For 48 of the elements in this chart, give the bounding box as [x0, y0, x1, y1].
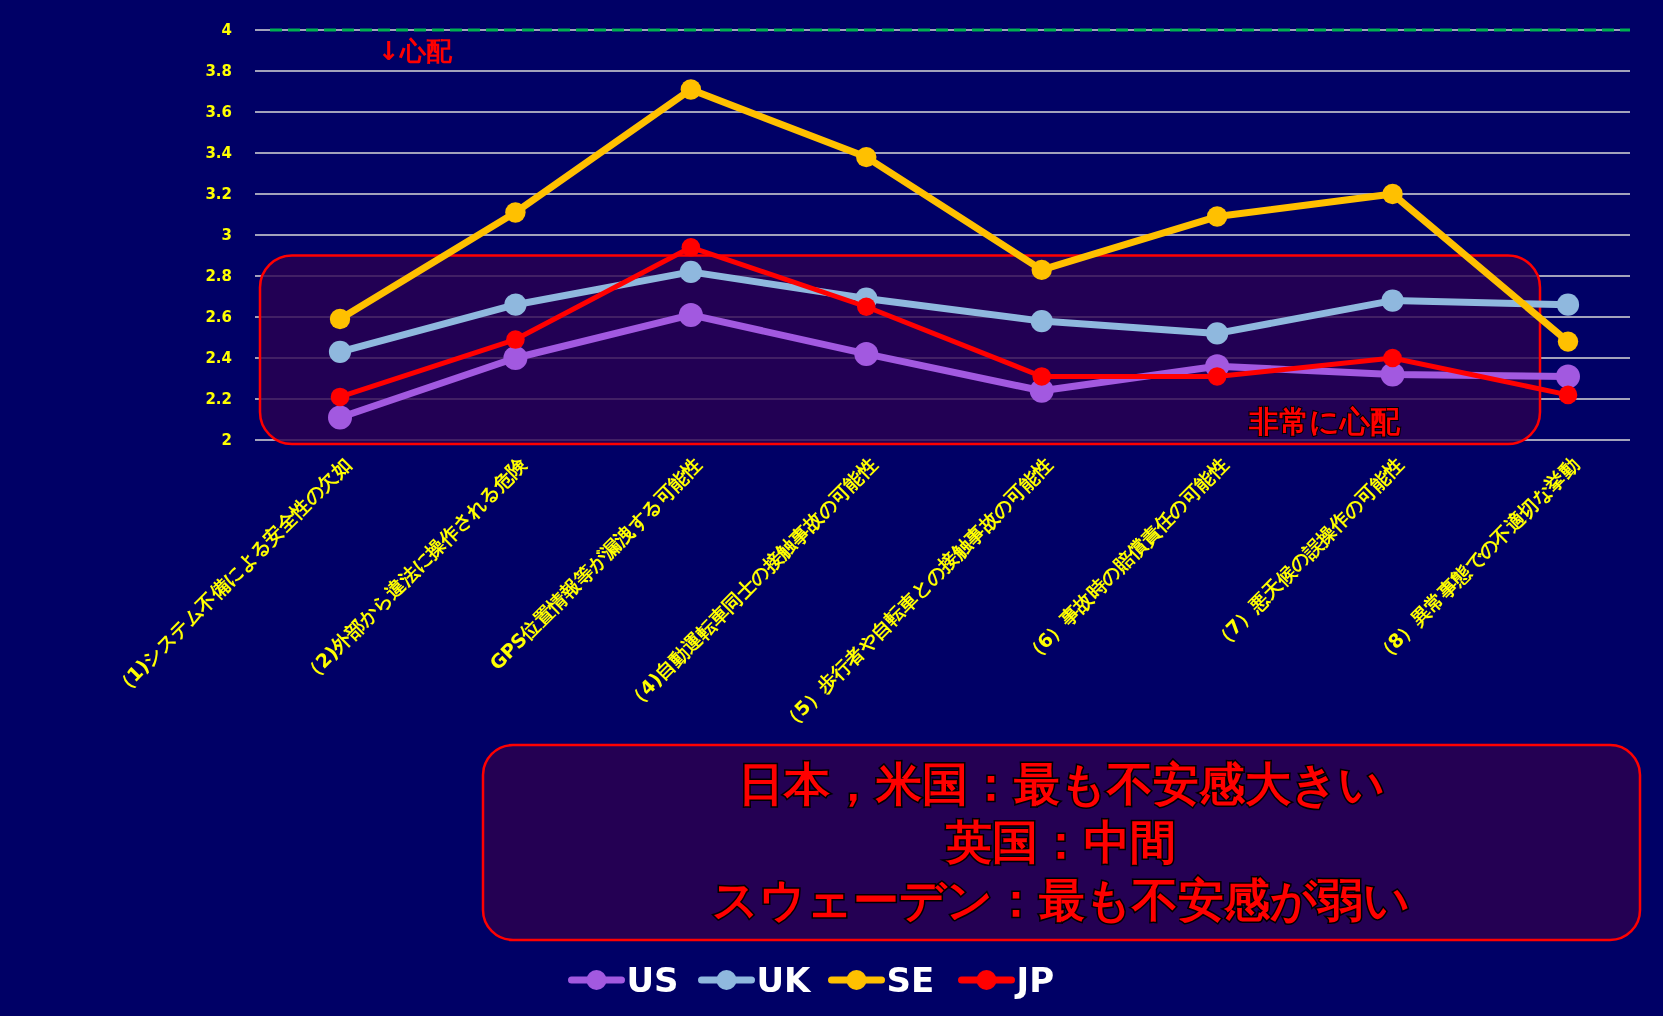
point [856, 146, 877, 168]
text: 英国：中間 [945, 815, 1176, 869]
annotation: ↓心配 [378, 35, 453, 66]
point [1556, 293, 1580, 316]
point [503, 346, 528, 370]
point [856, 297, 876, 317]
text: スウェーデン：最も不安感が弱い [712, 873, 1410, 927]
y-tick-label: 2.8 [205, 267, 232, 286]
point [1557, 331, 1579, 352]
point [1030, 310, 1053, 333]
legend-label: UK [756, 959, 813, 1000]
legend-label: SE [886, 959, 935, 1000]
point [1382, 183, 1403, 205]
point [1381, 289, 1404, 312]
point [681, 238, 701, 257]
y-tick-label: 2.4 [205, 349, 232, 368]
y-tick-label: 3.4 [205, 144, 232, 163]
y-tick-label: 3.8 [205, 62, 232, 81]
point [328, 340, 352, 363]
point [505, 202, 526, 223]
text: 日本，米国：最も不安感大きい [737, 757, 1385, 811]
point [680, 79, 702, 100]
point [678, 302, 703, 327]
band-label: 非常に心配 [1248, 404, 1402, 439]
point [1558, 385, 1578, 405]
point [1556, 364, 1580, 389]
point [330, 387, 350, 407]
y-tick-label: 4 [221, 21, 232, 40]
y-tick-label: 2.6 [205, 308, 232, 327]
y-tick-label: 2.2 [205, 390, 232, 409]
point [328, 405, 352, 430]
point [854, 341, 879, 366]
point [1206, 322, 1229, 345]
point [1206, 206, 1228, 227]
point [1032, 367, 1052, 386]
legend-label: US [626, 959, 679, 1000]
point [1031, 259, 1052, 281]
point [506, 330, 525, 349]
y-tick-label: 3.6 [205, 103, 232, 122]
y-tick-label: 2 [221, 431, 232, 450]
point [1383, 348, 1402, 368]
point [679, 260, 702, 283]
legend-label: JP [1014, 959, 1055, 1000]
point [1207, 367, 1227, 386]
point [329, 308, 351, 330]
y-tick-label: 3.2 [205, 185, 232, 204]
point [504, 293, 527, 316]
y-tick-label: 3 [221, 226, 232, 245]
